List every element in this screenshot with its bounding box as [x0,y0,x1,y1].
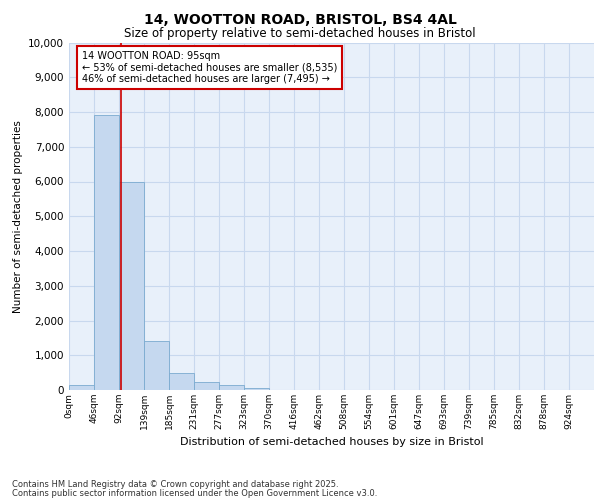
Y-axis label: Number of semi-detached properties: Number of semi-detached properties [13,120,23,312]
Bar [219,386,244,390]
Text: Contains public sector information licensed under the Open Government Licence v3: Contains public sector information licen… [12,488,377,498]
X-axis label: Distribution of semi-detached houses by size in Bristol: Distribution of semi-detached houses by … [179,438,484,448]
Bar [94,116,119,390]
Bar [169,372,194,390]
Text: 14, WOOTTON ROAD, BRISTOL, BS4 4AL: 14, WOOTTON ROAD, BRISTOL, BS4 4AL [143,12,457,26]
Bar [119,182,144,390]
Bar [194,382,219,390]
Text: 14 WOOTTON ROAD: 95sqm
← 53% of semi-detached houses are smaller (8,535)
46% of : 14 WOOTTON ROAD: 95sqm ← 53% of semi-det… [82,51,337,84]
Bar [244,388,269,390]
Text: Size of property relative to semi-detached houses in Bristol: Size of property relative to semi-detach… [124,28,476,40]
Text: Contains HM Land Registry data © Crown copyright and database right 2025.: Contains HM Land Registry data © Crown c… [12,480,338,489]
Bar [144,342,169,390]
Bar [69,385,94,390]
